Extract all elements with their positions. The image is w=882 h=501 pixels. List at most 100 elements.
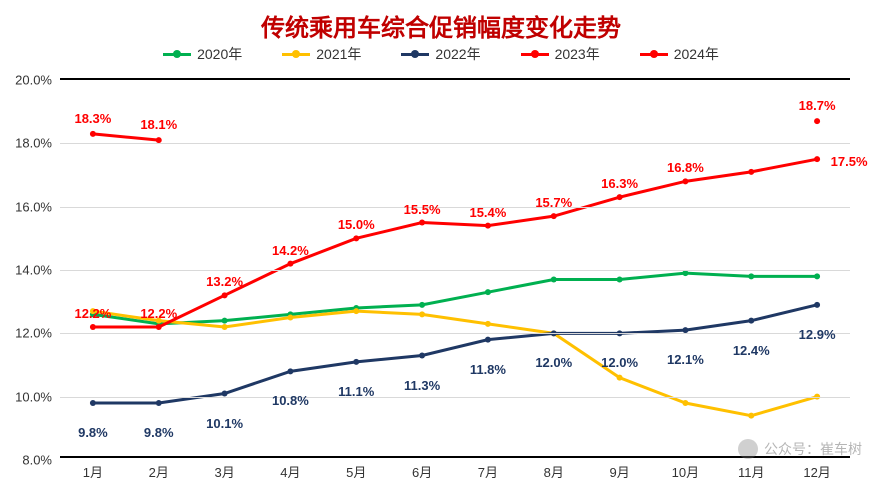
- data-point: [485, 223, 491, 229]
- x-axis-label: 2月: [149, 456, 169, 481]
- legend-label: 2022年: [435, 44, 480, 64]
- data-label: 15.0%: [338, 217, 375, 232]
- data-label: 15.5%: [404, 202, 441, 217]
- data-point: [156, 324, 162, 330]
- data-label: 12.0%: [601, 355, 638, 370]
- data-point: [90, 324, 96, 330]
- data-point: [353, 359, 359, 365]
- data-point: [419, 220, 425, 226]
- data-label: 18.1%: [140, 117, 177, 132]
- y-axis-label: 12.0%: [15, 326, 60, 341]
- data-label: 12.9%: [799, 327, 836, 342]
- x-axis-label: 7月: [478, 456, 498, 481]
- data-point: [748, 413, 754, 419]
- y-axis-label: 8.0%: [22, 453, 60, 468]
- data-point: [617, 375, 623, 381]
- data-label: 15.4%: [469, 205, 506, 220]
- x-axis-label: 11月: [738, 456, 765, 481]
- data-point: [222, 292, 228, 298]
- data-point: [551, 213, 557, 219]
- data-point: [814, 273, 820, 279]
- data-point: [287, 368, 293, 374]
- data-point: [287, 261, 293, 267]
- data-point: [551, 277, 557, 283]
- data-point: [682, 400, 688, 406]
- chart-container: 传统乘用车综合促销幅度变化走势 2020年2021年2022年2023年2024…: [0, 0, 882, 501]
- y-axis-label: 10.0%: [15, 389, 60, 404]
- data-point: [748, 318, 754, 324]
- data-point: [748, 273, 754, 279]
- data-point: [485, 321, 491, 327]
- data-label: 14.2%: [272, 243, 309, 258]
- data-label: 12.1%: [667, 352, 704, 367]
- data-point: [156, 400, 162, 406]
- data-point: [748, 169, 754, 175]
- data-label: 10.1%: [206, 416, 243, 431]
- data-label: 11.8%: [470, 362, 506, 377]
- legend-swatch: [640, 53, 668, 56]
- y-axis-label: 14.0%: [15, 263, 60, 278]
- data-label: 15.7%: [535, 195, 572, 210]
- series-line: [93, 159, 817, 327]
- x-axis-label: 5月: [346, 456, 366, 481]
- gridline: [60, 333, 850, 334]
- data-point: [814, 156, 820, 162]
- chart-title: 传统乘用车综合促销幅度变化走势: [0, 8, 882, 43]
- x-axis-label: 10月: [672, 456, 699, 481]
- gridline: [60, 143, 850, 144]
- data-point: [156, 137, 162, 143]
- gridline: [60, 397, 850, 398]
- legend-item: 2024年: [640, 44, 719, 64]
- legend-swatch: [521, 53, 549, 56]
- y-axis-label: 16.0%: [15, 199, 60, 214]
- x-axis-label: 3月: [214, 456, 234, 481]
- data-point: [353, 308, 359, 314]
- data-label: 16.3%: [601, 176, 638, 191]
- legend-item: 2021年: [282, 44, 361, 64]
- data-point: [485, 289, 491, 295]
- data-label: 10.8%: [272, 393, 309, 408]
- legend-label: 2020年: [197, 44, 242, 64]
- data-label: 16.8%: [667, 160, 704, 175]
- legend-swatch: [163, 53, 191, 56]
- x-axis-label: 6月: [412, 456, 432, 481]
- data-point: [682, 270, 688, 276]
- legend-label: 2021年: [316, 44, 361, 64]
- legend-label: 2024年: [674, 44, 719, 64]
- series-line: [93, 134, 159, 140]
- legend-item: 2022年: [401, 44, 480, 64]
- data-point: [814, 118, 820, 124]
- plot-area: 8.0%10.0%12.0%14.0%16.0%18.0%20.0%1月2月3月…: [60, 78, 850, 458]
- data-point: [419, 302, 425, 308]
- data-point: [90, 131, 96, 137]
- line-layer: [60, 80, 850, 456]
- data-label: 18.7%: [799, 98, 836, 113]
- watermark: 公众号：崔车树: [738, 439, 862, 459]
- legend-swatch: [282, 53, 310, 56]
- data-point: [617, 277, 623, 283]
- x-axis-label: 4月: [280, 456, 300, 481]
- data-point: [90, 400, 96, 406]
- data-label: 11.1%: [338, 384, 374, 399]
- data-label: 13.2%: [206, 274, 243, 289]
- x-axis-label: 8月: [544, 456, 564, 481]
- x-axis-label: 1月: [83, 456, 103, 481]
- data-point: [682, 178, 688, 184]
- data-point: [419, 311, 425, 317]
- data-point: [419, 353, 425, 359]
- legend: 2020年2021年2022年2023年2024年: [0, 44, 882, 64]
- data-point: [617, 194, 623, 200]
- data-point: [814, 302, 820, 308]
- series-line: [93, 273, 817, 324]
- data-point: [485, 337, 491, 343]
- data-point: [222, 391, 228, 397]
- watermark-text: 公众号：崔车树: [764, 439, 862, 459]
- wechat-icon: [738, 439, 758, 459]
- data-point: [222, 324, 228, 330]
- y-axis-label: 20.0%: [15, 73, 60, 88]
- gridline: [60, 207, 850, 208]
- y-axis-label: 18.0%: [15, 136, 60, 151]
- data-point: [353, 235, 359, 241]
- data-label: 12.4%: [733, 343, 770, 358]
- legend-item: 2020年: [163, 44, 242, 64]
